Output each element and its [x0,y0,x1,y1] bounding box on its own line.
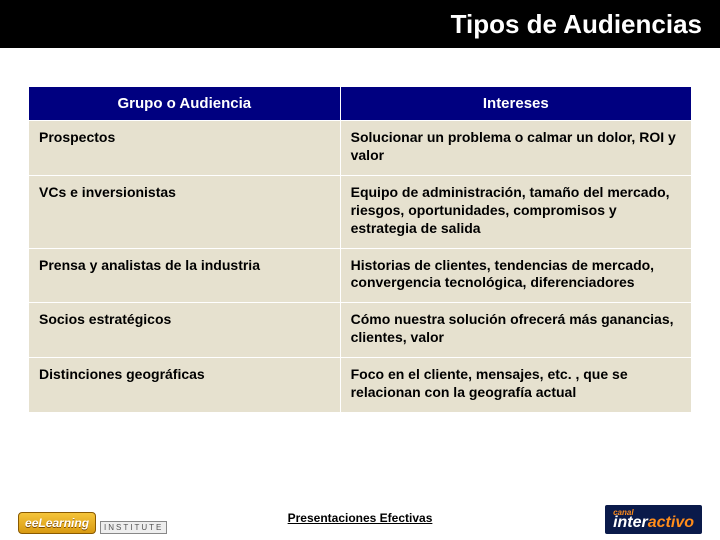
logo-interactivo: canal interactivo [605,505,702,534]
footer: eeLearning INSTITUTE Presentaciones Efec… [0,496,720,540]
table-cell-group: VCs e inversionistas [29,175,341,248]
table-row: Prensa y analistas de la industria Histo… [29,248,692,303]
table-cell-interest: Historias de clientes, tendencias de mer… [340,248,691,303]
logo-interactivo-white: inter [613,514,648,531]
table-cell-interest: Cómo nuestra solución ofrecerá más ganan… [340,303,691,358]
audiences-table: Grupo o Audiencia Intereses Prospectos S… [28,86,692,413]
table-header-cell: Intereses [340,87,691,121]
table-container: Grupo o Audiencia Intereses Prospectos S… [0,48,720,413]
slide-title: Tipos de Audiencias [451,9,702,40]
table-cell-group: Socios estratégicos [29,303,341,358]
table-header-row: Grupo o Audiencia Intereses [29,87,692,121]
title-bar: Tipos de Audiencias [0,0,720,48]
logo-interactivo-big: interactivo [613,514,694,531]
table-row: VCs e inversionistas Equipo de administr… [29,175,692,248]
table-header-cell: Grupo o Audiencia [29,87,341,121]
table-cell-interest: Equipo de administración, tamaño del mer… [340,175,691,248]
table-row: Distinciones geográficas Foco en el clie… [29,358,692,413]
logo-interactivo-orange: activo [648,514,694,531]
table-cell-group: Prensa y analistas de la industria [29,248,341,303]
table-cell-interest: Foco en el cliente, mensajes, etc. , que… [340,358,691,413]
table-row: Prospectos Solucionar un problema o calm… [29,121,692,176]
table-row: Socios estratégicos Cómo nuestra solució… [29,303,692,358]
table-cell-group: Distinciones geográficas [29,358,341,413]
table-cell-group: Prospectos [29,121,341,176]
table-cell-interest: Solucionar un problema o calmar un dolor… [340,121,691,176]
